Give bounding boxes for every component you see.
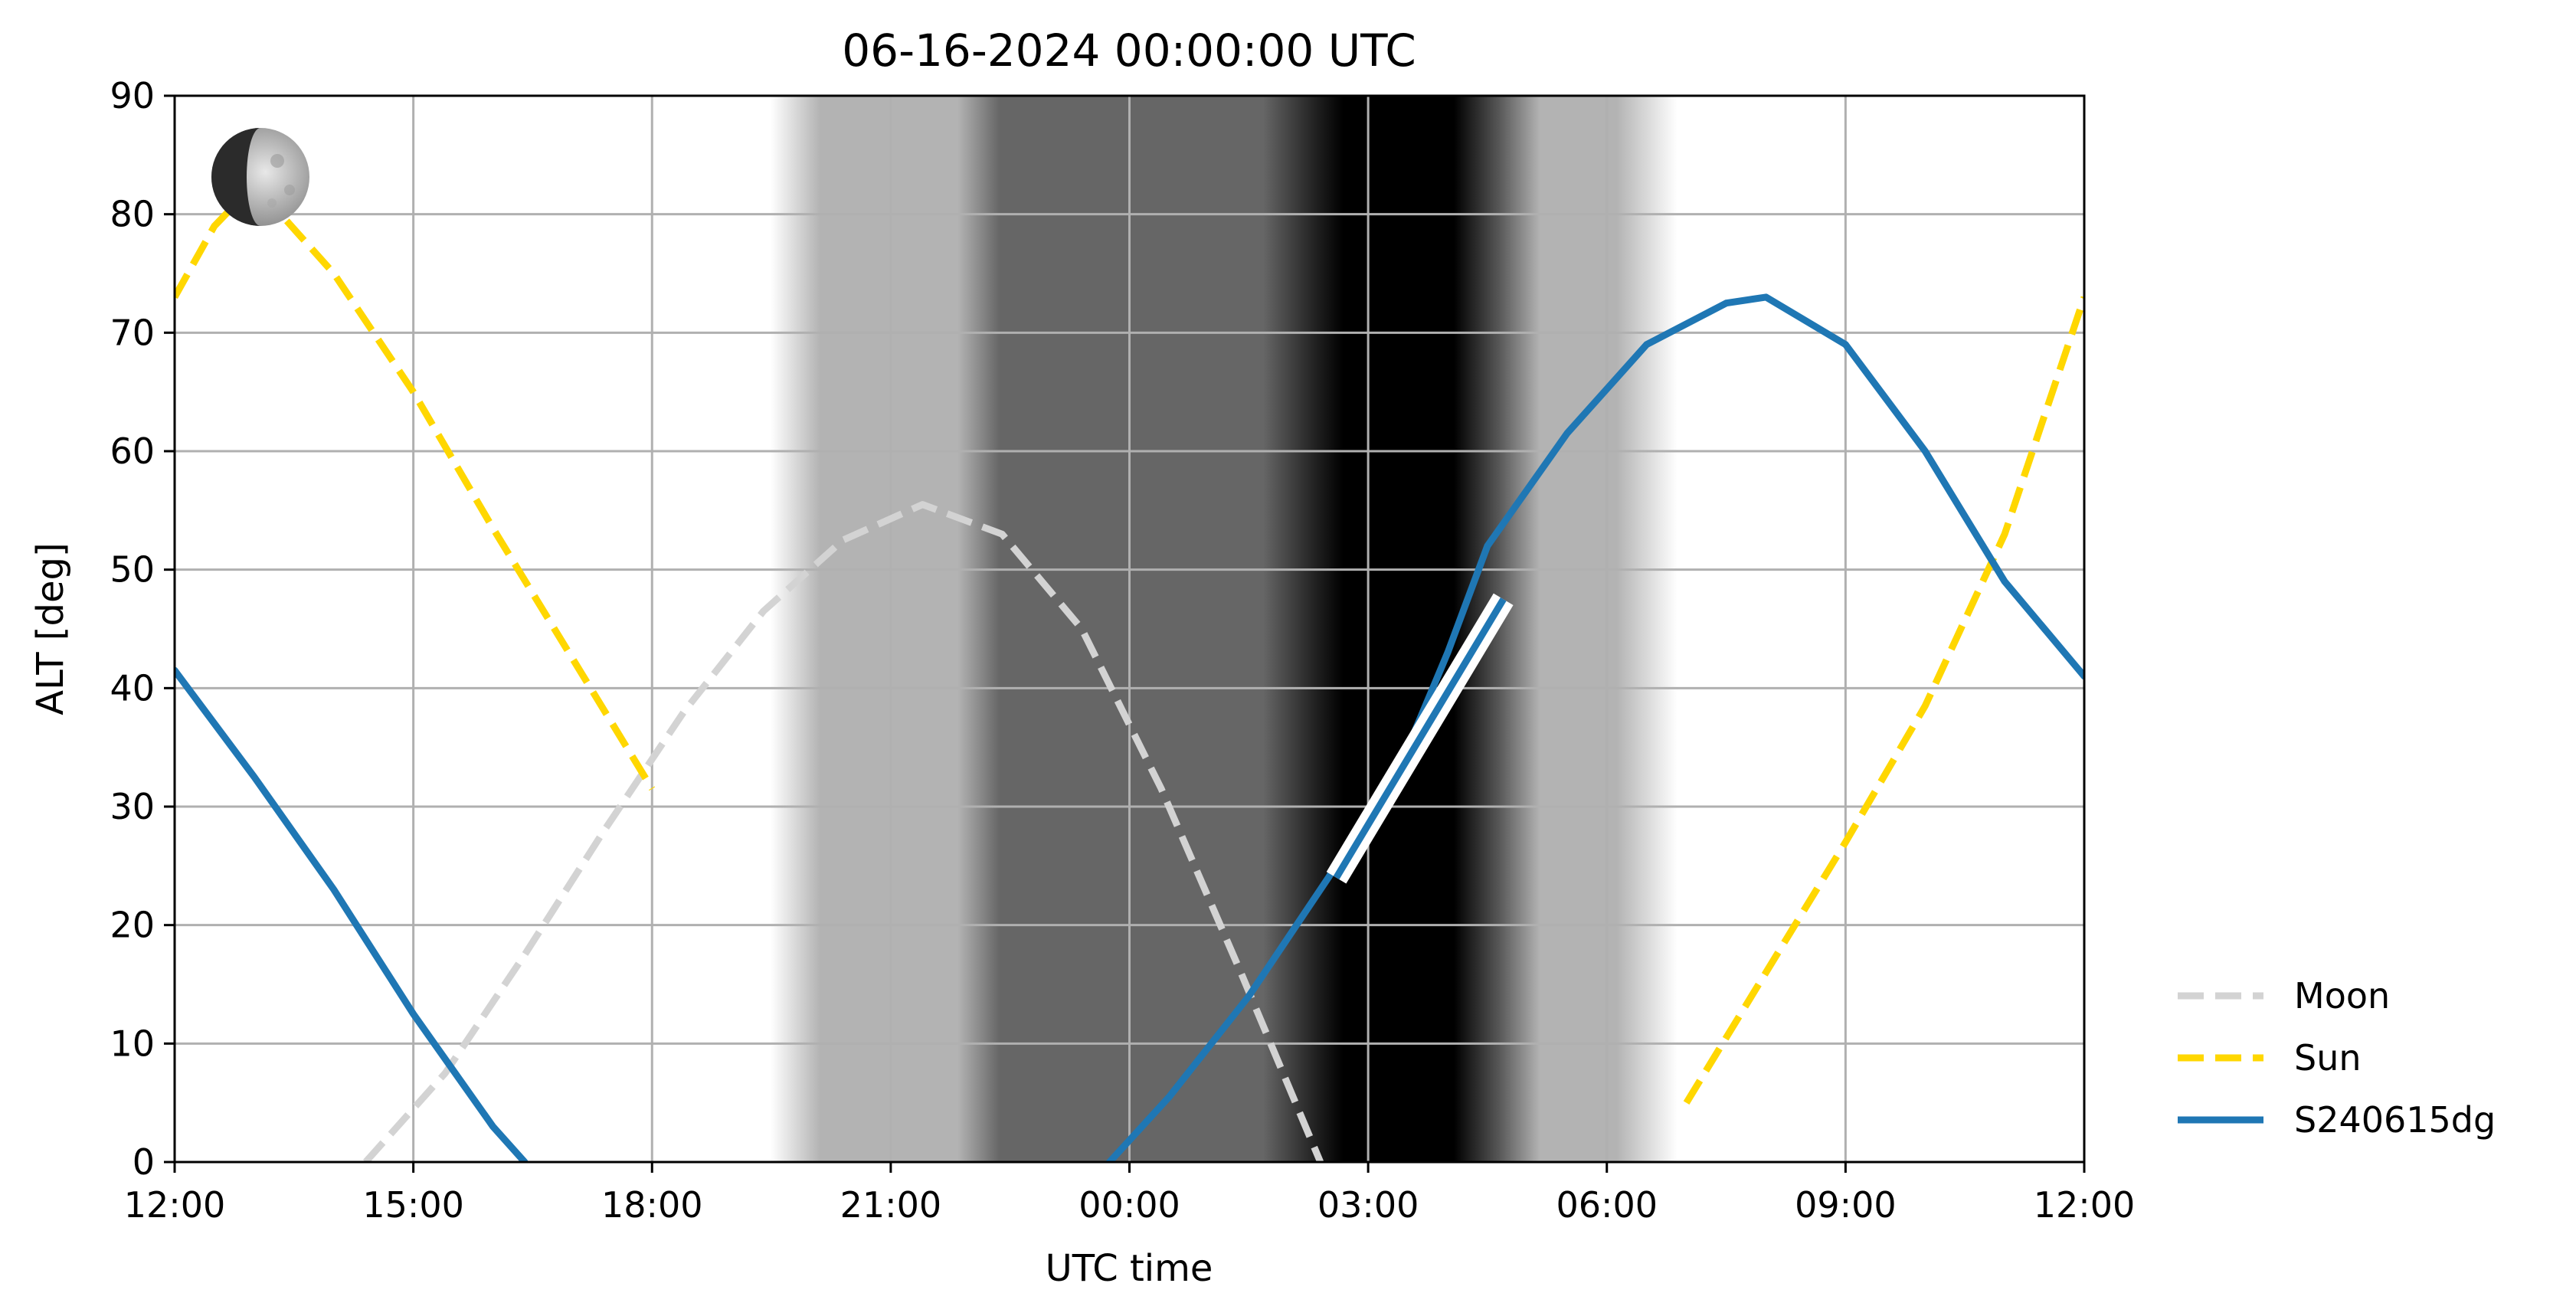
y-tick-label: 50 (110, 549, 155, 591)
series-line-s240615dg (1106, 293, 2084, 1162)
y-tick-label: 10 (110, 1023, 155, 1064)
legend: Moon Sun S240615dg (2178, 975, 2496, 1141)
x-axis: 12:00 15:00 18:00 21:00 00:00 03:00 06:00 09:00… (124, 1162, 2136, 1226)
series-line-sun (175, 181, 656, 791)
x-tick-label: 15:00 (362, 1184, 464, 1226)
chart-title: 06-16-2024 00:00:00 UTC (842, 25, 1416, 77)
legend-label: Sun (2294, 1037, 2362, 1079)
moon-phase-icon (211, 128, 309, 226)
y-tick-label: 90 (110, 75, 155, 116)
x-tick-label: 12:00 (124, 1184, 226, 1226)
legend-label: S240615dg (2294, 1099, 2496, 1141)
y-axis-label: ALT [deg] (29, 542, 72, 715)
x-tick-label: 00:00 (1079, 1184, 1180, 1226)
x-tick-label: 03:00 (1317, 1184, 1419, 1226)
x-tick-label: 09:00 (1795, 1184, 1897, 1226)
legend-label: Moon (2294, 975, 2390, 1016)
x-tick-label: 21:00 (840, 1184, 942, 1226)
y-tick-label: 80 (110, 194, 155, 235)
y-tick-label: 40 (110, 667, 155, 709)
y-tick-label: 0 (133, 1141, 155, 1183)
y-tick-label: 30 (110, 786, 155, 827)
y-axis: 0 10 20 30 40 50 60 70 80 90 (110, 75, 175, 1183)
x-tick-label: 06:00 (1556, 1184, 1658, 1226)
observable-window-line (1333, 597, 1507, 880)
y-tick-label: 60 (110, 430, 155, 472)
series-layer (175, 181, 2084, 1162)
x-tick-label: 18:00 (601, 1184, 703, 1226)
series-line-sun (1683, 296, 2084, 1105)
series-line-moon (362, 501, 1324, 1162)
series-line-s240615dg (175, 666, 529, 1162)
y-tick-label: 70 (110, 312, 155, 353)
y-tick-label: 20 (110, 905, 155, 946)
x-axis-label: UTC time (1046, 1247, 1213, 1290)
x-tick-label: 12:00 (2034, 1184, 2136, 1226)
